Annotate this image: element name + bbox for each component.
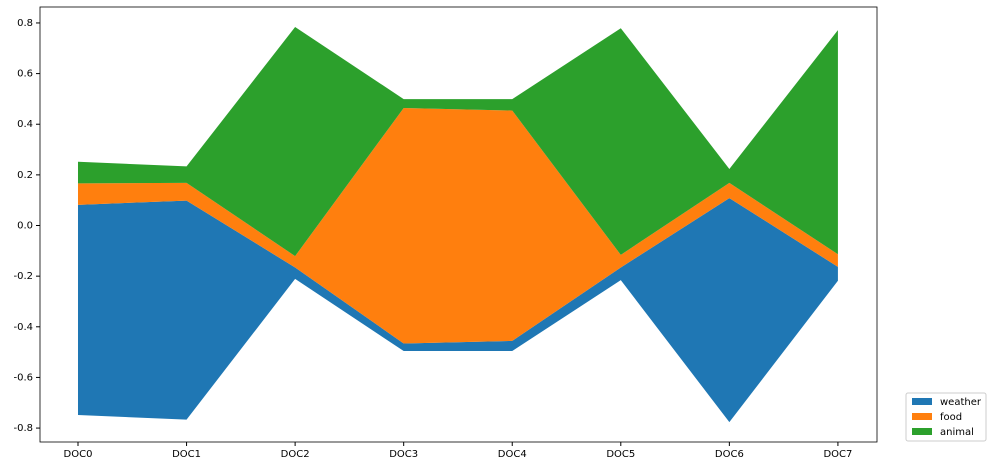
- legend-label: animal: [940, 427, 974, 438]
- area: [77, 107, 838, 344]
- axes-frame: [39, 6, 878, 443]
- x-tick-label: DOC7: [823, 449, 852, 460]
- legend-label: food: [940, 412, 962, 423]
- x-tick-label: DOC3: [389, 449, 418, 460]
- area: [77, 26, 838, 257]
- y-tick-label: -0.6: [13, 372, 33, 383]
- area: [77, 198, 838, 423]
- x-tick-label: DOC4: [498, 449, 527, 460]
- y-tick-label: -0.4: [13, 322, 33, 333]
- legend-swatch: [912, 398, 932, 405]
- legend-label: weather: [940, 397, 982, 408]
- x-tick-label: DOC1: [172, 449, 201, 460]
- legend-swatch: [912, 428, 932, 435]
- y-tick-label: -0.8: [13, 423, 33, 434]
- plot-area: [77, 26, 838, 423]
- x-tick-label: DOC5: [606, 449, 635, 460]
- x-tick-label: DOC0: [64, 449, 93, 460]
- x-tick-label: DOC2: [281, 449, 310, 460]
- y-tick-label: -0.2: [13, 271, 33, 282]
- x-tick-label: DOC6: [715, 449, 744, 460]
- y-tick-label: 0.6: [17, 69, 33, 80]
- y-tick-label: 0.2: [17, 170, 33, 181]
- y-tick-label: 0.4: [17, 119, 33, 130]
- y-tick-label: 0.0: [17, 221, 33, 232]
- legend-swatch: [912, 413, 932, 420]
- y-tick-label: 0.8: [17, 18, 33, 29]
